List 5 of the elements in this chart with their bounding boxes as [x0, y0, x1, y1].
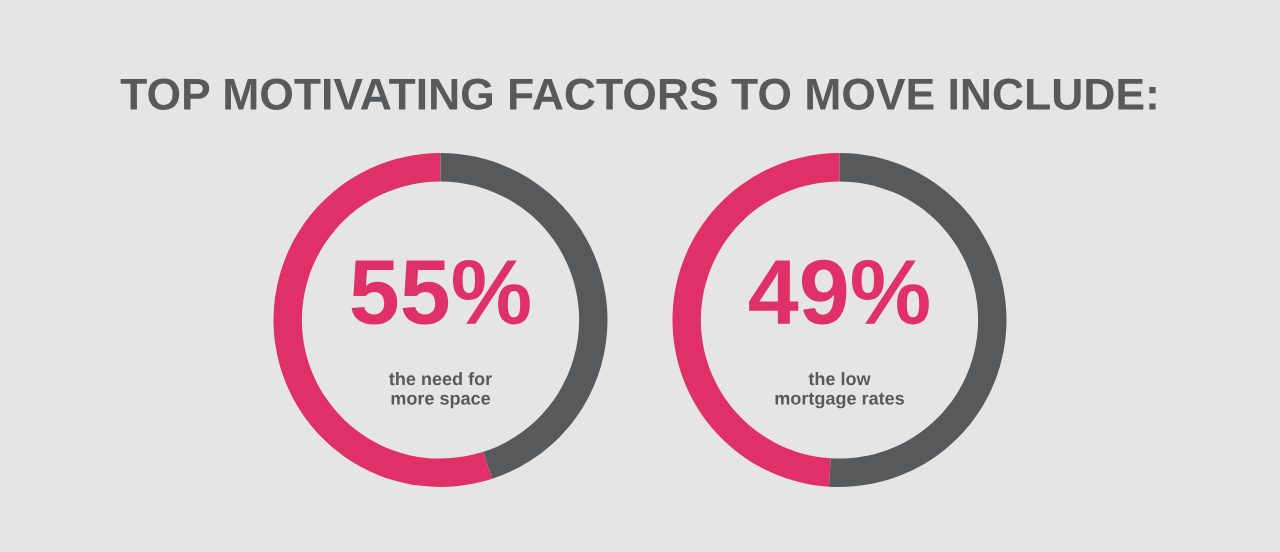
data-label: 55%	[351, 259, 530, 325]
slice-label: the need for more space	[389, 372, 492, 409]
slice-label: the low mortgage rates	[775, 371, 904, 409]
data-label: 49%	[749, 259, 929, 325]
chart-title: TOP MOTIVATING FACTORS TO MOVE INCLUDE:	[120, 78, 1156, 110]
